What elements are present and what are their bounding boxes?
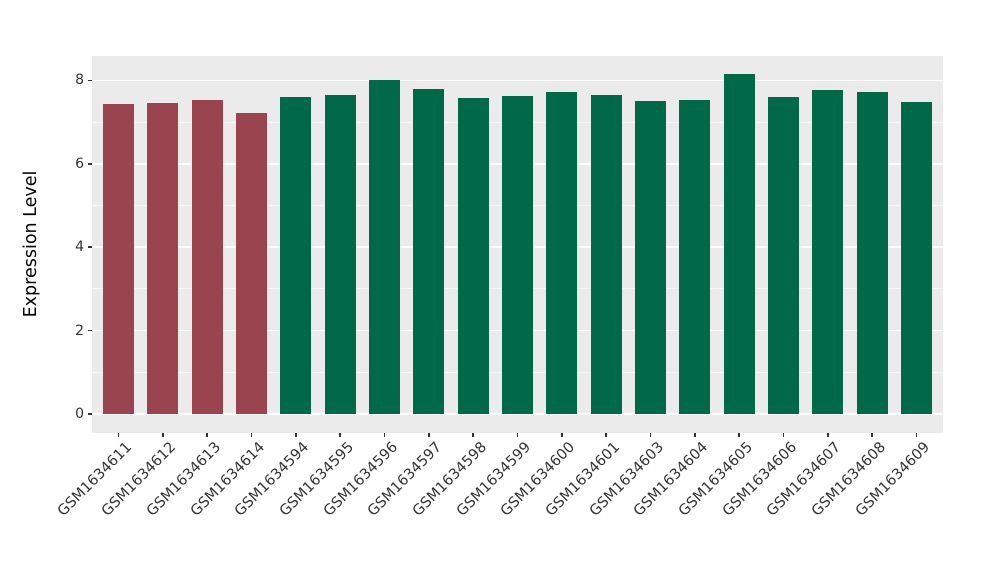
bar-GSM1634609 — [900, 101, 932, 414]
bar-GSM1634601 — [590, 94, 622, 414]
bar-GSM1634604 — [679, 100, 711, 414]
x-tick-mark — [826, 433, 829, 437]
bar-GSM1634611 — [103, 103, 135, 414]
x-tick-mark — [206, 433, 209, 437]
y-tick-mark — [88, 163, 92, 165]
plot-panel — [92, 56, 943, 433]
y-tick-label: 6 — [75, 155, 84, 172]
bar-GSM1634597 — [413, 89, 445, 414]
bar-GSM1634614 — [236, 112, 268, 414]
x-tick-mark — [605, 433, 607, 437]
bar-GSM1634594 — [280, 97, 312, 414]
y-tick-label: 4 — [75, 239, 84, 256]
major-gridline — [92, 413, 943, 415]
bar-GSM1634608 — [856, 91, 888, 414]
x-tick-mark — [738, 433, 740, 437]
x-tick-mark — [516, 433, 519, 437]
bar-GSM1634613 — [191, 99, 223, 414]
x-tick-mark — [250, 433, 253, 437]
x-tick-mark — [117, 433, 120, 437]
bar-GSM1634600 — [546, 92, 578, 414]
bar-GSM1634605 — [723, 74, 755, 414]
y-tick-mark — [88, 329, 92, 332]
bar-GSM1634606 — [767, 97, 799, 414]
x-tick-mark — [561, 433, 563, 437]
x-tick-mark — [915, 433, 918, 437]
x-tick-mark — [162, 433, 164, 437]
bar-GSM1634598 — [457, 98, 489, 414]
bar-GSM1634607 — [812, 89, 844, 414]
x-tick-mark — [693, 433, 696, 437]
y-tick-label: 2 — [75, 322, 84, 339]
y-tick-mark — [88, 246, 92, 248]
x-tick-mark — [782, 433, 785, 437]
x-tick-mark — [649, 433, 652, 437]
x-tick-mark — [428, 433, 430, 437]
major-gridline — [92, 79, 943, 82]
x-tick-mark — [339, 433, 341, 437]
bar-GSM1634599 — [502, 95, 533, 414]
y-tick-label: 0 — [75, 406, 84, 422]
x-tick-mark — [871, 433, 873, 437]
y-tick-label: 8 — [75, 72, 84, 89]
bar-GSM1634595 — [324, 95, 356, 414]
y-tick-mark — [88, 79, 92, 82]
x-tick-mark — [472, 433, 474, 437]
bar-GSM1634612 — [147, 102, 179, 414]
x-tick-mark — [295, 433, 297, 437]
bar-GSM1634603 — [634, 100, 666, 414]
y-axis-title-text: Expression Level — [21, 170, 41, 318]
bar-GSM1634596 — [369, 80, 401, 414]
x-tick-label-text: GSM1634611 — [54, 439, 136, 520]
x-tick-mark — [383, 433, 386, 437]
y-tick-mark — [88, 413, 92, 415]
